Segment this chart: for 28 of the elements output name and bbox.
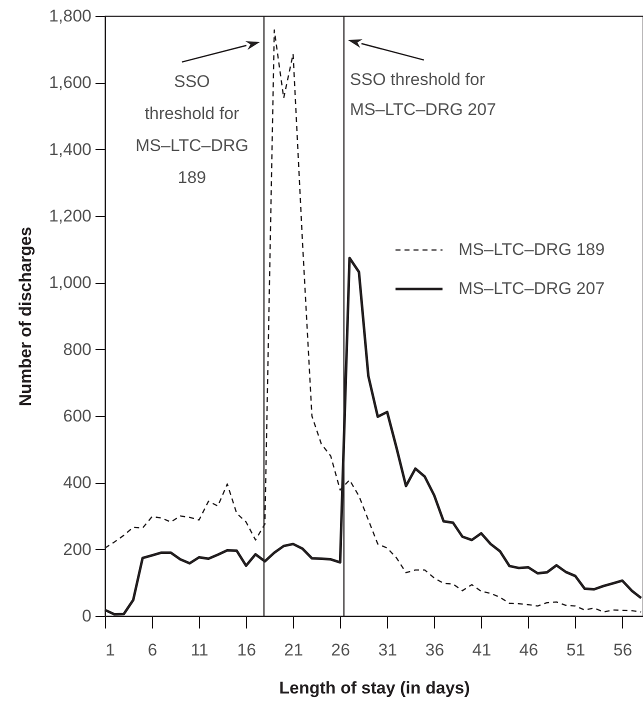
y-tick-label: 1,600 xyxy=(48,73,92,92)
legend-label: MS–LTC–DRG 189 xyxy=(458,240,605,259)
y-tick-label: 1,400 xyxy=(48,140,92,159)
legend-label: MS–LTC–DRG 207 xyxy=(458,279,605,298)
ref-line-label: SSO threshold for MS–LTC–DRG 207 xyxy=(350,70,496,119)
x-axis-title: Length of stay (in days) xyxy=(279,678,470,698)
x-tick-label: 1 xyxy=(106,640,115,660)
x-tick-label: 11 xyxy=(190,640,208,660)
y-tick-label: 400 xyxy=(63,473,92,492)
x-tick-label: 26 xyxy=(331,640,350,660)
x-tick-label: 56 xyxy=(613,640,632,660)
x-tick-label: 6 xyxy=(148,640,158,660)
y-tick-label: 1,000 xyxy=(48,273,92,292)
x-tick-label: 36 xyxy=(425,640,444,660)
x-tick-label: 51 xyxy=(566,640,586,660)
x-tick-label: 41 xyxy=(472,640,492,660)
x-tick-label: 46 xyxy=(519,640,538,660)
y-tick-label: 600 xyxy=(63,406,92,426)
y-tick-label: 1,800 xyxy=(48,6,92,26)
x-tick-label: 21 xyxy=(284,640,304,660)
y-tick-label: 1,200 xyxy=(48,206,92,226)
y-axis-title: Number of discharges xyxy=(16,226,35,406)
y-tick-label: 0 xyxy=(82,606,92,626)
x-tick-label: 16 xyxy=(237,640,256,660)
y-tick-label: 800 xyxy=(63,340,92,359)
y-tick-label: 200 xyxy=(63,540,92,559)
x-tick-label: 31 xyxy=(378,640,398,660)
ref-line-label: SSO threshold for MS–LTC–DRG 189 xyxy=(135,72,248,187)
